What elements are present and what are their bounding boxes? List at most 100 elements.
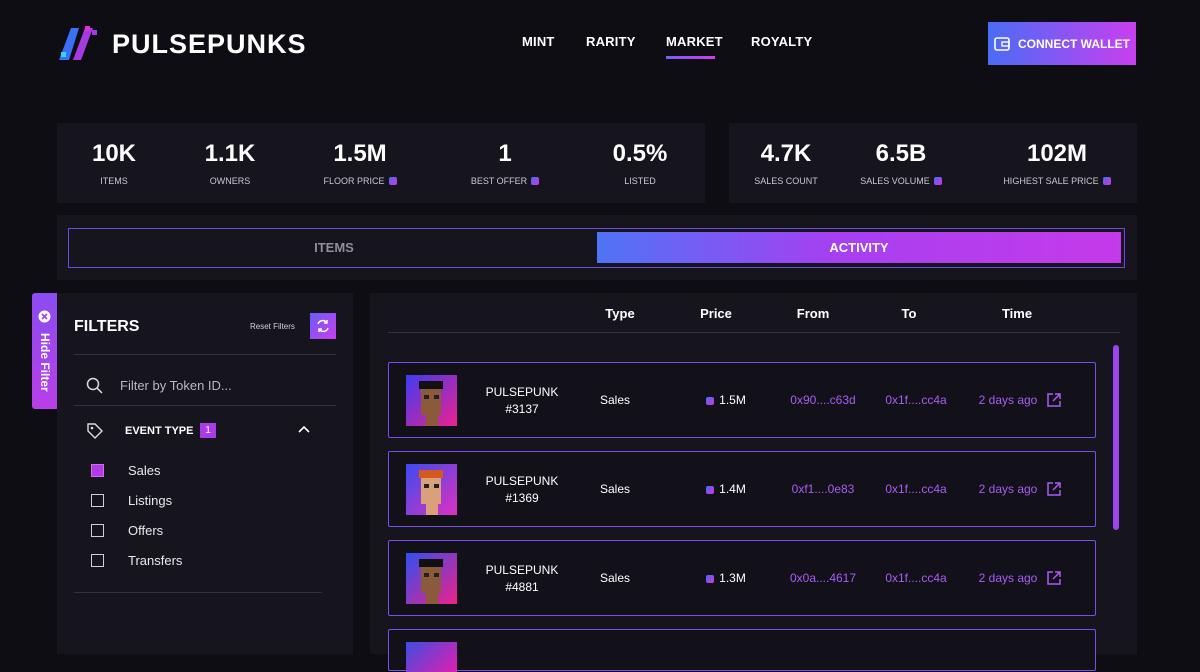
token-name[interactable]: PULSEPUNK #1369 <box>477 473 567 507</box>
token-collection: PULSEPUNK <box>485 474 559 488</box>
external-link-icon[interactable] <box>1046 481 1062 497</box>
time: 2 days ago <box>978 482 1038 496</box>
stat: 6.5B SALES VOLUME <box>841 140 961 186</box>
divider <box>74 405 336 406</box>
search-input[interactable]: Filter by Token ID... <box>120 378 232 393</box>
stat-value: 10K <box>91 140 137 167</box>
stat-label-text: LISTED <box>624 176 656 186</box>
stat: 1.1K OWNERS <box>170 140 290 186</box>
chevron-up[interactable] <box>297 423 311 435</box>
stat: 1 BEST OFFER <box>445 140 565 186</box>
reset-button[interactable] <box>310 313 336 339</box>
price-value: 1.3M <box>719 571 746 585</box>
coin-icon <box>531 177 540 185</box>
nav-link[interactable]: MINT <box>522 34 555 49</box>
activity-row[interactable]: PULSEPUNK #1369 Sales 1.4M 0xf1....0e83 0… <box>388 451 1096 527</box>
option-label[interactable]: Sales <box>128 463 161 478</box>
reset-filters[interactable]: Reset Filters <box>250 322 295 331</box>
column-header: To <box>901 306 917 321</box>
to-address[interactable]: 0x1f....cc4a <box>885 482 947 496</box>
option-label[interactable]: Offers <box>128 523 164 538</box>
event-count-badge: 1 <box>200 423 216 438</box>
external-link-icon[interactable] <box>1046 392 1062 408</box>
nav-link[interactable]: MARKET <box>666 34 723 49</box>
scrollbar[interactable] <box>1113 345 1119 530</box>
checkbox[interactable] <box>91 464 104 477</box>
tab-active[interactable]: ACTIVITY <box>597 232 1121 263</box>
tab[interactable]: ITEMS <box>314 240 354 255</box>
activity-row[interactable]: PULSEPUNK #3137 Sales 1.5M 0x90....c63d 0… <box>388 362 1096 438</box>
stat-label-text: FLOOR PRICE <box>323 176 385 186</box>
page: PULSEPUNKS MINT RARITY MARKET ROYALTY CO… <box>32 22 1137 672</box>
stat-value: 0.5% <box>612 140 668 167</box>
from-address[interactable]: 0x0a....4617 <box>789 571 857 585</box>
event-type: Sales <box>599 571 631 585</box>
stat: 10K ITEMS <box>54 140 174 186</box>
punk-avatar <box>406 375 457 426</box>
coin-icon <box>933 177 942 185</box>
from-address[interactable]: 0x90....c63d <box>790 393 856 407</box>
connect-wallet-label: CONNECT WALLET <box>1018 36 1130 51</box>
stat: 1.5M FLOOR PRICE <box>300 140 420 186</box>
search-icon <box>86 377 103 394</box>
stat-label: FLOOR PRICE <box>300 176 420 186</box>
column-header: From <box>796 306 830 321</box>
nav-link[interactable]: ROYALTY <box>751 34 813 49</box>
coin-icon <box>388 177 397 185</box>
event-type: Sales <box>599 393 631 407</box>
stat-label-text: SALES VOLUME <box>860 176 930 186</box>
stat-label: SALES VOLUME <box>841 176 961 186</box>
coin-icon <box>706 486 715 494</box>
stat-label: SALES COUNT <box>726 176 846 186</box>
divider <box>388 332 1120 333</box>
hide-filter-tab[interactable]: Hide Filter <box>32 293 57 409</box>
external-link-icon[interactable] <box>1046 570 1062 586</box>
logo <box>57 24 101 67</box>
tabs <box>68 228 1125 268</box>
checkbox[interactable] <box>91 494 104 507</box>
column-header: Price <box>700 306 732 321</box>
stat-value: 1.1K <box>204 140 256 167</box>
brand[interactable]: PULSEPUNKS <box>112 29 307 59</box>
punk-avatar <box>406 464 457 515</box>
event-type-label[interactable]: EVENT TYPE <box>125 425 194 437</box>
divider <box>74 592 322 593</box>
divider <box>74 354 336 355</box>
checkbox[interactable] <box>91 554 104 567</box>
from-address[interactable]: 0xf1....0e83 <box>791 482 855 496</box>
activity-row[interactable]: PULSEPUNK #4881 Sales 1.3M 0x0a....4617 0… <box>388 540 1096 616</box>
token-name[interactable]: PULSEPUNK #3137 <box>477 384 567 418</box>
to-address[interactable]: 0x1f....cc4a <box>885 571 947 585</box>
time: 2 days ago <box>978 393 1038 407</box>
column-header: Type <box>605 306 635 321</box>
stat-label: ITEMS <box>54 176 174 186</box>
activity-row[interactable] <box>388 629 1096 672</box>
coin-icon <box>706 575 715 583</box>
stat-value: 4.7K <box>760 140 812 167</box>
stats-panel <box>729 123 1137 203</box>
checkbox[interactable] <box>91 524 104 537</box>
stat-label: OWNERS <box>170 176 290 186</box>
column-header: Time <box>1001 306 1033 321</box>
coin-icon <box>1102 177 1111 185</box>
stat-label-text: BEST OFFER <box>470 176 528 186</box>
filter-panel <box>57 293 353 654</box>
token-name[interactable]: PULSEPUNK #4881 <box>477 562 567 596</box>
hide-filter-label: Hide Filter <box>38 333 52 392</box>
coin-icon <box>706 397 715 405</box>
to-address[interactable]: 0x1f....cc4a <box>885 393 947 407</box>
option-label[interactable]: Transfers <box>128 553 183 568</box>
stat-value: 6.5B <box>875 140 927 167</box>
stat-label-text: ITEMS <box>100 176 128 186</box>
nav-underline <box>666 56 715 59</box>
price: 1.4M <box>689 452 759 526</box>
token-id: #1369 <box>505 491 539 505</box>
connect-wallet-button[interactable]: CONNECT WALLET <box>988 22 1136 65</box>
option-label[interactable]: Listings <box>128 493 173 508</box>
stat-value: 1.5M <box>333 140 387 167</box>
stat-label: LISTED <box>580 176 700 186</box>
nav-link[interactable]: RARITY <box>586 34 636 49</box>
stat-label-text: OWNERS <box>209 176 251 186</box>
token-id: #3137 <box>505 402 539 416</box>
stat: 0.5% LISTED <box>580 140 700 186</box>
